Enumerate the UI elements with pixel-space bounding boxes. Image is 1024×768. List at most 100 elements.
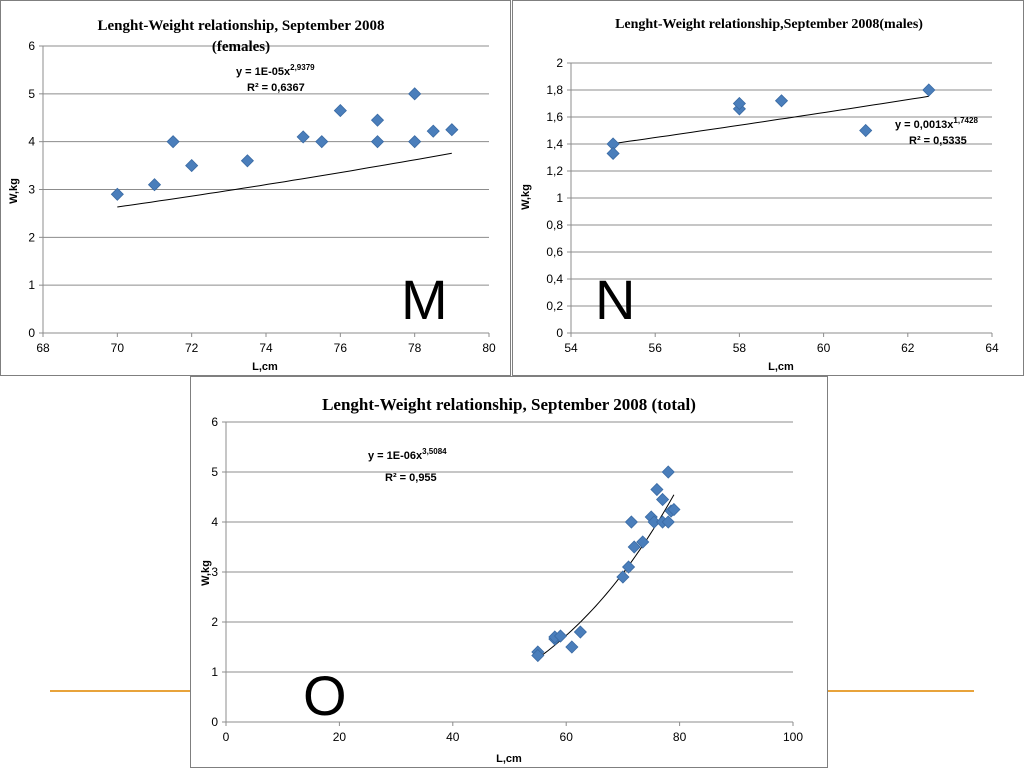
y-tick-label: 0,4	[546, 272, 563, 286]
females-scatter-chart: 0 1 2 3 4 5 6 68 70 72 74 76 78 80 Lenght-Weight relat…	[8, 18, 496, 373]
chart-panel-females: 0 1 2 3 4 5 6 68 70 72 74 76 78 80 Lenght-Weight relat…	[0, 0, 511, 376]
data-point	[426, 124, 440, 138]
data-point	[370, 113, 385, 127]
y-tick-label: 0,2	[546, 299, 563, 313]
y-tick-label: 5	[211, 465, 218, 479]
data-point	[166, 135, 180, 149]
data-point	[606, 146, 620, 161]
y-axis-label: W,kg	[520, 184, 532, 210]
y-tick-label: 1,8	[546, 83, 563, 97]
data-point	[922, 83, 936, 97]
y-tick-label: 1,2	[546, 164, 563, 178]
panel-letter: M	[401, 268, 448, 331]
x-tick-label: 58	[733, 341, 747, 355]
y-axis-label: W,kg	[8, 178, 20, 204]
data-point	[622, 560, 636, 574]
x-tick-label: 60	[560, 730, 574, 744]
y-tick-label: 0	[28, 326, 35, 340]
x-tick-label: 40	[446, 730, 460, 744]
y-tick-label: 1	[556, 191, 563, 205]
chart-title: (females)	[212, 39, 270, 55]
data-point	[661, 515, 675, 529]
panel-letter: O	[303, 664, 347, 727]
data-point	[667, 502, 681, 517]
x-axis-label: L,cm	[496, 753, 522, 765]
y-tick-label: 1	[28, 278, 35, 292]
x-tick-label: 0	[223, 730, 230, 744]
x-tick-label: 76	[334, 341, 348, 355]
y-tick-label: 0,8	[546, 218, 563, 232]
r-squared-label: R² = 0,955	[385, 472, 437, 484]
data-point	[110, 187, 124, 201]
y-axis-label: W,kg	[200, 560, 212, 586]
y-tick-label: 6	[28, 39, 35, 53]
data-point	[627, 540, 641, 554]
x-tick-label: 54	[564, 341, 578, 355]
chart-panel-total: 0 1 2 3 4 5 6 0 20 40 60 80 100 Lenght-Weight relatio…	[190, 376, 828, 768]
data-point	[774, 94, 789, 108]
trendline-equation: y = 1E-06x3,5084	[368, 447, 447, 462]
data-point	[859, 123, 873, 138]
data-point	[661, 465, 675, 479]
x-tick-label: 72	[185, 341, 199, 355]
x-tick-label: 20	[333, 730, 347, 744]
y-tick-label: 1	[211, 665, 218, 679]
y-tick-label: 2	[556, 56, 563, 70]
data-point	[408, 135, 422, 149]
y-tick-label: 1,4	[546, 137, 563, 151]
x-tick-label: 56	[649, 341, 663, 355]
data-point	[147, 178, 162, 192]
x-tick-label: 100	[783, 730, 803, 744]
data-point	[553, 629, 568, 643]
y-tick-label: 4	[28, 135, 35, 149]
x-axis-label: L,cm	[768, 361, 794, 373]
data-point	[315, 135, 329, 149]
data-point	[732, 96, 746, 111]
r-squared-label: R² = 0,5335	[909, 135, 967, 147]
chart-title: Lenght-Weight relationship, September 20…	[322, 395, 696, 414]
data-point	[370, 135, 385, 149]
chart-title: Lenght-Weight relationship, September 20…	[98, 18, 385, 34]
males-scatter-chart: 0 0,2 0,4 0,6 0,8 1 1,2 1,4 1,6 1,8 2 54 56 58 60 62 64 L…	[520, 17, 999, 373]
y-tick-label: 6	[211, 415, 218, 429]
y-tick-label: 0	[211, 715, 218, 729]
trendline-equation: y = 0,0013x1,7428	[895, 116, 978, 131]
data-point	[185, 159, 199, 173]
y-tick-label: 2	[211, 615, 218, 629]
data-point	[616, 570, 630, 584]
data-point	[408, 87, 422, 101]
chart-panel-males: 0 0,2 0,4 0,6 0,8 1 1,2 1,4 1,6 1,8 2 54 56 58 60 62 64 L…	[512, 0, 1024, 376]
x-tick-label: 68	[36, 341, 50, 355]
trendline	[613, 95, 929, 145]
x-tick-label: 62	[901, 341, 915, 355]
y-tick-label: 0	[556, 326, 563, 340]
data-point	[656, 492, 670, 507]
x-tick-label: 80	[673, 730, 687, 744]
panel-letter: N	[595, 268, 635, 331]
x-axis-label: L,cm	[252, 361, 278, 373]
chart-title: Lenght-Weight relationship,September 200…	[615, 17, 923, 32]
y-tick-label: 0,6	[546, 245, 563, 259]
y-tick-label: 2	[28, 230, 35, 244]
y-tick-label: 5	[28, 87, 35, 101]
y-tick-label: 3	[28, 183, 35, 197]
data-point	[531, 648, 545, 663]
r-squared-label: R² = 0,6367	[247, 82, 305, 94]
x-tick-label: 78	[408, 341, 422, 355]
data-point	[636, 535, 650, 549]
y-tick-label: 4	[211, 515, 218, 529]
data-point	[445, 123, 459, 137]
trendline	[117, 152, 452, 208]
y-tick-label: 1,6	[546, 110, 563, 124]
data-point	[565, 640, 579, 654]
trendline-equation: y = 1E-05x2,9379	[236, 63, 315, 78]
data-point	[240, 154, 254, 168]
y-tick-label: 3	[211, 565, 218, 579]
data-point	[296, 130, 310, 144]
data-point	[573, 625, 587, 639]
x-tick-label: 64	[985, 341, 999, 355]
x-tick-label: 70	[111, 341, 125, 355]
data-point	[333, 104, 347, 118]
x-tick-label: 74	[259, 341, 273, 355]
